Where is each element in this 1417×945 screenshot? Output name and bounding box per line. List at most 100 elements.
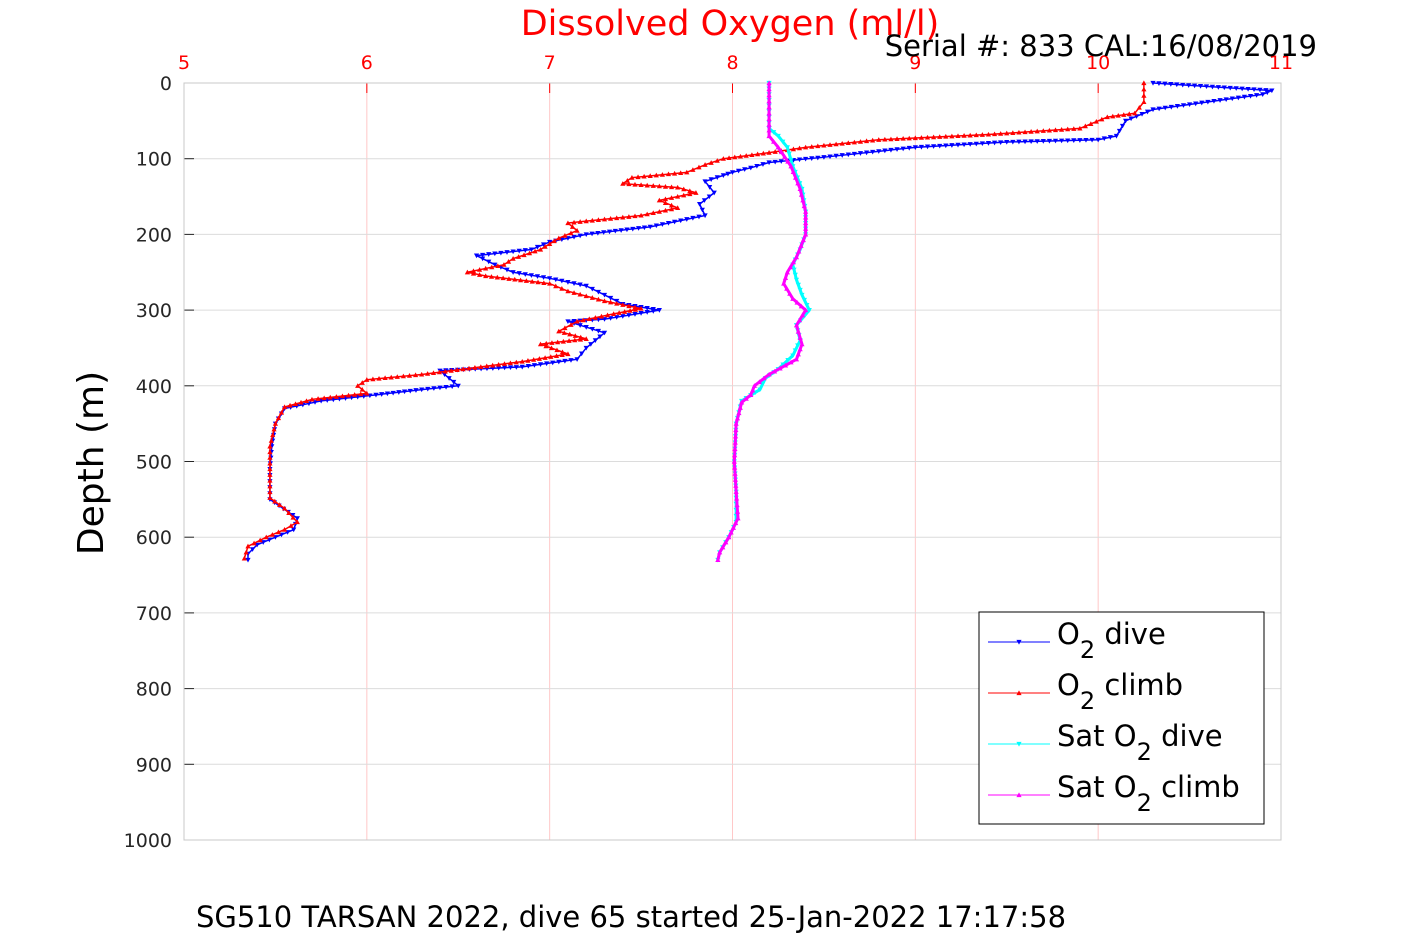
- data-point: [803, 209, 809, 214]
- data-point: [737, 153, 744, 159]
- data-point: [407, 388, 413, 394]
- legend-marker: [1016, 792, 1022, 798]
- data-point: [517, 277, 524, 283]
- data-point: [1197, 83, 1204, 89]
- data-point: [662, 200, 669, 205]
- data-point: [798, 192, 805, 197]
- data-point: [523, 278, 529, 283]
- data-point: [571, 219, 577, 225]
- data-point: [559, 349, 566, 355]
- data-point: [785, 357, 791, 363]
- data-point: [751, 383, 758, 388]
- data-point: [894, 136, 900, 141]
- data-point: [506, 276, 512, 281]
- x-tick-label: 5: [178, 52, 190, 74]
- plot-area: [183, 82, 1282, 841]
- data-point: [267, 449, 273, 455]
- data-point: [732, 439, 738, 445]
- data-point: [760, 381, 766, 387]
- data-point: [396, 390, 402, 395]
- data-point: [620, 181, 626, 186]
- data-point: [537, 362, 544, 367]
- data-point: [635, 226, 642, 231]
- data-point: [364, 390, 370, 396]
- data-point: [1059, 138, 1065, 144]
- data-point: [267, 460, 273, 466]
- data-point: [681, 186, 687, 192]
- data-point: [556, 235, 562, 241]
- series-o2-climb: [241, 80, 1147, 561]
- data-point: [851, 139, 857, 145]
- data-point: [583, 345, 589, 351]
- data-point: [684, 217, 690, 222]
- data-point: [772, 149, 778, 154]
- legend-entry: Sat O2 climb: [988, 770, 1240, 817]
- data-point: [583, 218, 589, 224]
- data-point: [833, 153, 839, 159]
- data-point: [263, 534, 269, 540]
- data-point: [733, 520, 739, 526]
- data-point: [1211, 99, 1217, 104]
- data-point: [638, 182, 644, 188]
- data-point: [717, 549, 723, 555]
- data-point: [412, 372, 419, 378]
- data-point: [556, 328, 562, 334]
- data-point: [801, 297, 808, 303]
- data-point: [364, 377, 370, 382]
- legend-entry: Sat O2 dive: [988, 719, 1223, 766]
- data-point: [1150, 107, 1156, 113]
- data-point: [784, 145, 790, 150]
- data-point: [1034, 139, 1040, 144]
- data-point: [1113, 133, 1120, 139]
- data-point: [519, 364, 525, 370]
- data-point: [876, 149, 882, 154]
- data-point: [516, 248, 522, 254]
- data-point: [373, 392, 379, 398]
- data-point: [1059, 127, 1065, 132]
- data-point: [294, 516, 300, 521]
- data-point: [924, 144, 931, 150]
- data-point: [257, 537, 263, 543]
- data-point: [734, 502, 740, 508]
- data-point: [525, 358, 531, 363]
- data-point: [656, 183, 662, 189]
- data-point: [743, 153, 749, 158]
- legend-entry: O2 climb: [988, 668, 1183, 715]
- data-point: [795, 328, 801, 334]
- data-point: [756, 379, 762, 385]
- data-point: [711, 190, 717, 196]
- data-point: [766, 116, 772, 122]
- data-point: [580, 317, 586, 323]
- data-point: [595, 289, 602, 295]
- data-point: [1071, 126, 1077, 131]
- data-point: [309, 396, 315, 402]
- data-point: [554, 347, 560, 353]
- data-point: [572, 333, 578, 338]
- data-point: [732, 154, 738, 160]
- data-point: [699, 207, 705, 213]
- data-point: [797, 186, 803, 192]
- data-point: [870, 149, 876, 155]
- data-point: [800, 237, 806, 243]
- data-point: [788, 163, 794, 169]
- data-point: [1136, 105, 1142, 110]
- data-point: [728, 529, 734, 535]
- data-point: [559, 352, 565, 358]
- data-point: [644, 306, 650, 311]
- legend-label: O2 climb: [1057, 668, 1183, 715]
- data-point: [644, 310, 650, 315]
- data-point: [851, 151, 857, 157]
- data-point: [618, 228, 624, 233]
- data-point: [601, 298, 608, 304]
- data-point: [571, 281, 577, 286]
- x-tick-label: 8: [726, 52, 738, 74]
- data-point: [406, 373, 413, 378]
- data-point: [723, 539, 729, 545]
- data-point: [1122, 118, 1129, 124]
- data-point: [614, 315, 620, 320]
- data-point: [748, 165, 754, 171]
- data-point: [967, 142, 973, 147]
- y-tick-label: 600: [136, 527, 172, 549]
- data-point: [906, 135, 912, 141]
- data-point: [540, 275, 547, 280]
